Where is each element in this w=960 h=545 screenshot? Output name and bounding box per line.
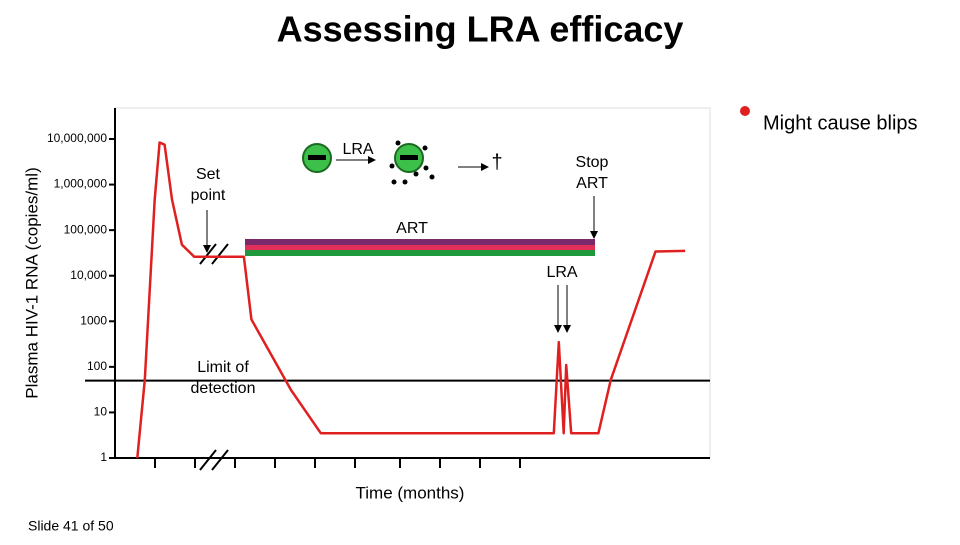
bullet-text: Might cause blips [763,112,918,134]
annotation: LRA [546,264,577,281]
annotation: Limit of [197,359,249,376]
y-tick-label: 1 [100,450,107,464]
title: Assessing LRA efficacy [277,9,684,50]
y-tick-label: 100,000 [64,222,108,236]
annotation: Set [196,166,221,183]
annotation: ART [576,175,608,192]
annotation: ART [396,220,428,237]
annotation: point [191,187,226,204]
slide-number: Slide 41 of 50 [28,518,114,534]
cell-icon-active [389,140,435,185]
axis-break [199,449,229,471]
cell-icon [302,143,332,173]
y-tick-label: 100 [87,359,107,373]
bullet [740,106,750,116]
axis-break [199,243,229,265]
y-tick-label: 1,000,000 [54,177,108,191]
art-bar [245,245,595,250]
line [136,141,686,459]
y-tick-label: 1000 [80,313,107,327]
annotation: detection [191,380,256,397]
y-axis-label: Plasma HIV-1 RNA (copies/ml) [22,167,41,398]
y-tick-label: 10,000 [70,268,107,282]
art-bar [245,239,595,245]
annotation: † [491,151,502,173]
art-bar [245,250,595,256]
annotation: Stop [576,154,609,171]
annotation: LRA [342,141,373,158]
y-tick-label: 10 [94,405,108,419]
x-axis-label: Time (months) [356,483,465,502]
y-tick-label: 10,000,000 [47,131,107,145]
